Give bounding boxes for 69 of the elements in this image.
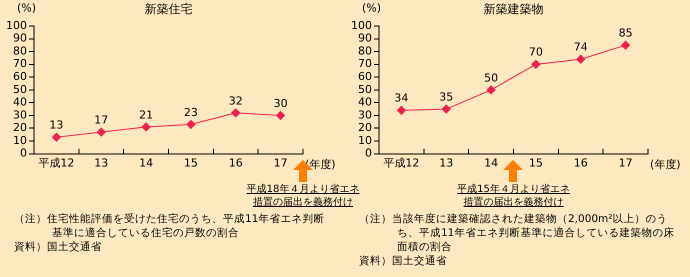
y-tick-label: 40	[358, 96, 372, 109]
point	[531, 60, 540, 69]
data-label: 50	[484, 71, 498, 84]
y-tick-label: 10	[358, 134, 372, 147]
data-label: 74	[574, 40, 588, 54]
text: 平成15年４月より省エネ措置の届出を義務付け	[456, 183, 571, 209]
chart-title: 新築住宅	[144, 2, 192, 16]
point	[186, 120, 196, 129]
point	[276, 110, 286, 120]
data-label: 30	[274, 96, 288, 110]
point	[621, 40, 630, 50]
text: （注）住宅性能評価を受けた住宅のうち、平成11年省エネ判断基準に適合している住宅の戸数の割合	[14, 212, 326, 240]
y-tick-label: 40	[12, 96, 27, 109]
y-tick-label: 70	[358, 57, 372, 70]
point	[442, 104, 451, 114]
y-axis-title: (%)	[362, 1, 381, 14]
y-tick-label: 0	[20, 146, 27, 160]
x-tick-label: 17	[274, 156, 288, 170]
x-tick-label: 平成12	[38, 156, 74, 170]
y-tick-label: 100	[350, 18, 372, 32]
point	[486, 85, 496, 94]
y-tick-label: 30	[358, 108, 372, 122]
y-tick-label: 20	[358, 121, 372, 134]
y-tick-label: 100	[6, 18, 27, 32]
y-tick-label: 70	[12, 57, 27, 70]
data-label: 23	[184, 106, 198, 119]
x-tick-label: 13	[439, 156, 454, 170]
text: 資料）国土交通省	[359, 254, 448, 268]
y-tick-label: 80	[358, 44, 372, 58]
data-label: 17	[94, 113, 108, 126]
y-tick-label: 20	[12, 121, 27, 134]
point	[576, 54, 586, 64]
x-tick-label: 17	[618, 156, 633, 170]
y-tick-label: 10	[12, 134, 27, 147]
point	[231, 108, 240, 118]
y-tick-label: 80	[12, 44, 27, 58]
text: 資料）国土交通省	[14, 240, 103, 254]
data-label: 13	[49, 118, 64, 132]
y-tick-label: 60	[358, 70, 372, 83]
x-tick-label: 15	[528, 156, 543, 170]
y-tick-label: 50	[358, 82, 372, 96]
point	[96, 128, 106, 137]
data-label: 35	[439, 90, 454, 104]
x-tick-label: 14	[484, 156, 498, 170]
y-tick-label: 0	[364, 146, 372, 160]
text: 平成18年４月より省エネ措置の届出を義務付け	[246, 183, 360, 209]
y-axis-title: (%)	[16, 1, 36, 14]
y-tick-label: 90	[12, 32, 27, 45]
data-label: 32	[228, 94, 243, 108]
x-tick-label: 平成12	[383, 156, 420, 170]
y-tick-label: 30	[12, 108, 27, 122]
data-label: 34	[394, 92, 408, 105]
data-label: 21	[139, 108, 154, 122]
point	[142, 122, 151, 132]
x-tick-label: 13	[94, 156, 108, 170]
y-tick-label: 60	[12, 70, 27, 83]
x-tick-label: 16	[228, 156, 243, 170]
point	[396, 106, 406, 115]
y-tick-label: 50	[12, 82, 27, 96]
x-tick-label: 14	[139, 156, 154, 170]
data-label: 85	[618, 26, 633, 40]
x-tick-label: 16	[574, 156, 588, 170]
text: （注）当該年度に建築確認された建築物（2,000m²以上）のうち、平成11年省エネ判断基準に適合している建築物の床面積の割合	[359, 212, 676, 254]
y-tick-label: 90	[358, 32, 372, 45]
x-axis-title: (年度)	[650, 158, 681, 172]
data-label: 70	[528, 46, 543, 59]
chart-title: 新築建築物	[484, 2, 544, 16]
point	[52, 132, 61, 142]
x-tick-label: 15	[184, 156, 198, 170]
